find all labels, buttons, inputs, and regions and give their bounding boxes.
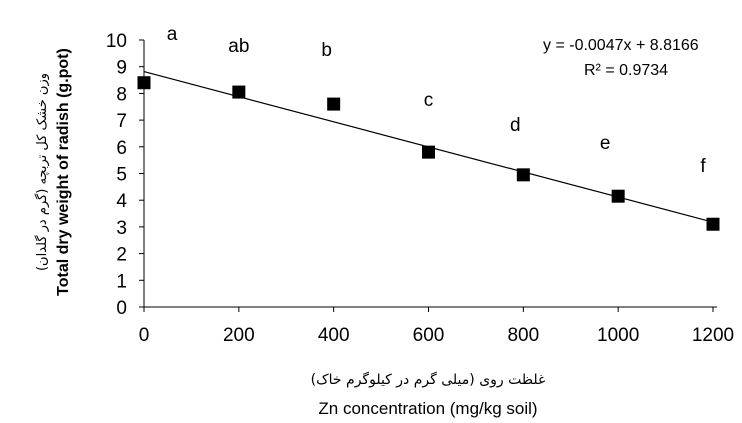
y-axis-label-fa: وزن خشک کل تربچه (گرم در گلدان) [34, 73, 50, 271]
x-tick-labels: 0 200 400 600 800 1000 1200 [139, 325, 734, 346]
y-tick-label: 3 [116, 218, 127, 239]
y-tick-label: 0 [116, 298, 127, 319]
x-tick-label: 200 [223, 325, 255, 346]
y-tick-label: 4 [116, 191, 127, 212]
significance-letter: e [600, 133, 611, 154]
data-point [516, 168, 530, 182]
significance-letter: f [700, 156, 706, 177]
x-tick-label: 0 [139, 325, 150, 346]
x-tick-label: 1000 [597, 325, 639, 346]
significance-letters: a ab b c d e f [167, 24, 707, 177]
r-squared: R² = 0.9734 [584, 62, 668, 79]
data-point [137, 76, 151, 90]
x-axis-label: Zn concentration (mg/kg soil) [318, 399, 537, 418]
x-tick-label: 800 [507, 325, 539, 346]
x-tick-label: 1200 [692, 325, 734, 346]
data-point [327, 97, 341, 111]
data-point [422, 145, 435, 159]
data-points [137, 76, 720, 231]
x-tick-label: 400 [318, 325, 350, 346]
y-tick-labels: 0 1 2 3 4 5 6 7 8 9 10 [106, 31, 128, 319]
y-tick-label: 8 [116, 84, 127, 105]
y-tick-label: 2 [116, 245, 127, 266]
significance-letter: b [321, 40, 332, 61]
y-tick-label: 6 [116, 138, 127, 159]
y-tick-label: 9 [116, 58, 127, 79]
data-point [611, 189, 625, 203]
x-tick-label: 600 [413, 325, 445, 346]
axes [139, 39, 717, 312]
y-tick-label: 7 [116, 111, 127, 132]
y-tick-label: 10 [106, 31, 127, 52]
y-axis-label: Total dry weight of radish (g.pot) [55, 48, 72, 296]
y-tick-label: 5 [116, 165, 127, 186]
x-axis-label-fa: غلظت روی (میلی گرم در کیلوگرم خاک) [311, 371, 546, 388]
significance-letter: a [167, 24, 178, 45]
y-tick-label: 1 [116, 271, 127, 292]
trendline-equation: y = -0.0047x + 8.8166 [543, 37, 699, 54]
significance-letter: c [424, 90, 434, 111]
significance-letter: d [510, 115, 521, 136]
significance-letter: ab [228, 36, 249, 57]
data-point [706, 217, 720, 231]
data-point [232, 85, 246, 99]
